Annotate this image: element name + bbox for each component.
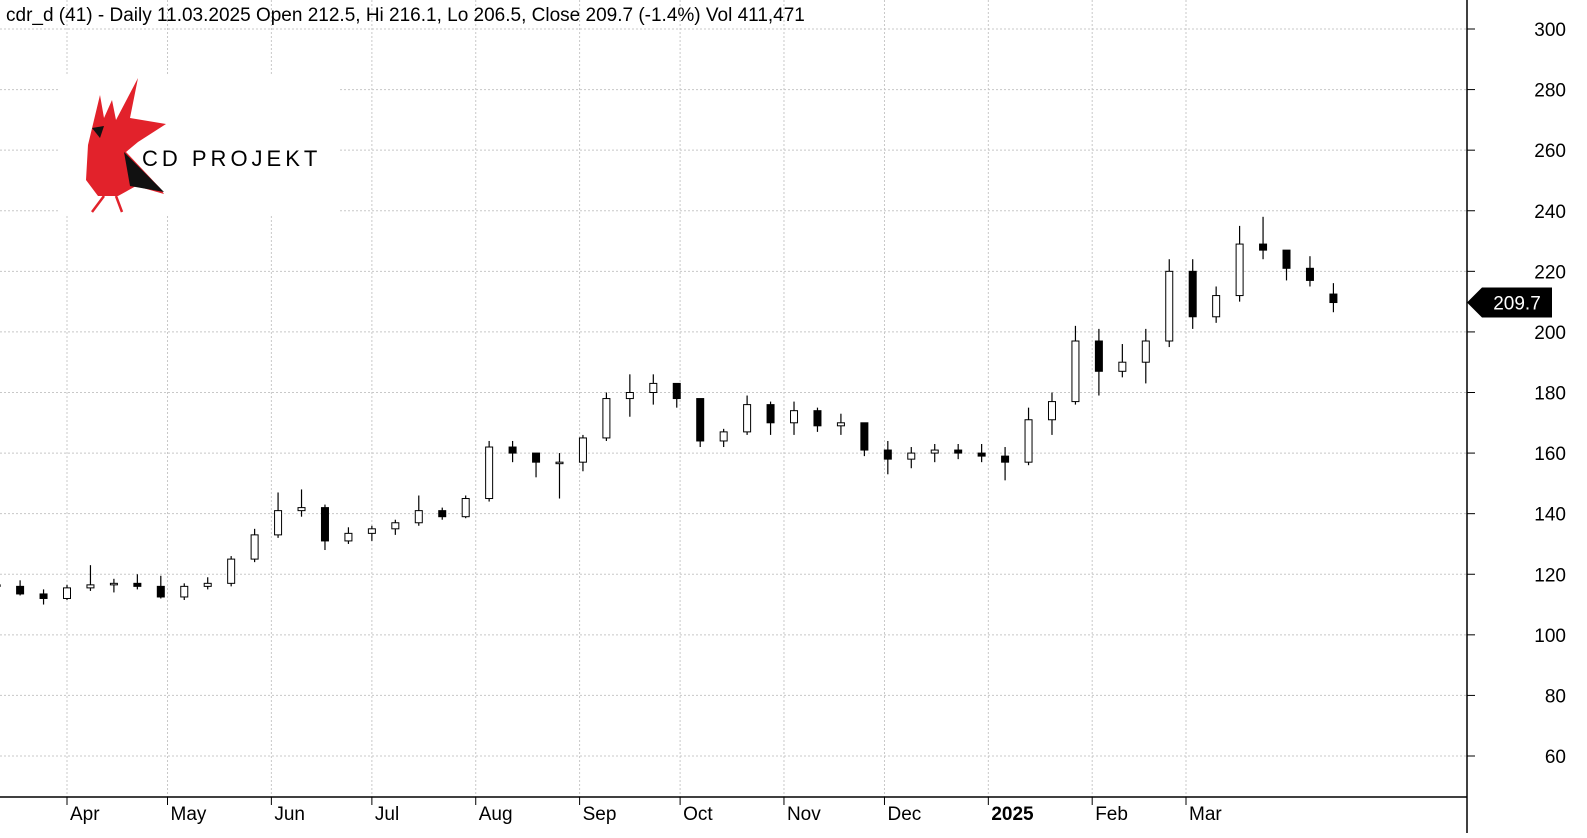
candle bbox=[791, 402, 798, 435]
x-tick-label: Jun bbox=[274, 804, 305, 825]
candle bbox=[767, 402, 774, 435]
candle bbox=[814, 408, 821, 432]
candle bbox=[157, 576, 164, 599]
x-tick-label: Dec bbox=[887, 804, 921, 825]
x-tick-label: May bbox=[171, 804, 207, 825]
y-tick-label: 100 bbox=[1534, 626, 1566, 647]
x-tick-label: Feb bbox=[1095, 804, 1128, 825]
candle bbox=[204, 577, 211, 589]
candle bbox=[415, 495, 422, 525]
candle bbox=[321, 505, 328, 550]
x-tick-label: Aug bbox=[479, 804, 513, 825]
candle bbox=[1002, 447, 1009, 480]
y-tick-label: 140 bbox=[1534, 505, 1566, 526]
candle bbox=[17, 580, 24, 595]
candle bbox=[579, 435, 586, 471]
candle bbox=[298, 489, 305, 516]
candle bbox=[368, 526, 375, 541]
candle bbox=[837, 414, 844, 435]
y-tick-label: 280 bbox=[1534, 81, 1566, 102]
candle bbox=[603, 393, 610, 441]
logo-text: CD PROJEKT bbox=[142, 146, 321, 171]
candle bbox=[439, 508, 446, 520]
candle bbox=[556, 453, 563, 498]
candle bbox=[1142, 329, 1149, 384]
x-tick-label: Jul bbox=[375, 804, 399, 825]
candle bbox=[955, 444, 962, 459]
candle bbox=[251, 529, 258, 562]
x-tick-label: Apr bbox=[70, 804, 100, 825]
candle bbox=[1213, 286, 1220, 322]
y-tick-label: 220 bbox=[1534, 262, 1566, 283]
candle bbox=[1260, 217, 1267, 259]
candle bbox=[40, 589, 47, 604]
y-tick-label: 200 bbox=[1534, 323, 1566, 344]
y-tick-label: 240 bbox=[1534, 202, 1566, 223]
candle bbox=[978, 444, 985, 462]
candle bbox=[134, 574, 141, 589]
y-tick-label: 160 bbox=[1534, 444, 1566, 465]
candle bbox=[1189, 259, 1196, 329]
candle bbox=[1072, 326, 1079, 405]
y-tick-label: 300 bbox=[1534, 20, 1566, 41]
x-tick-label: Mar bbox=[1189, 804, 1222, 825]
candle-layer bbox=[0, 217, 1337, 605]
candle bbox=[392, 520, 399, 535]
candle bbox=[509, 441, 516, 462]
candle bbox=[1330, 283, 1337, 312]
candle bbox=[275, 492, 282, 537]
candle bbox=[1095, 329, 1102, 396]
candle bbox=[533, 453, 540, 477]
y-tick-label: 120 bbox=[1534, 565, 1566, 586]
candle bbox=[110, 579, 117, 593]
y-tick-label: 180 bbox=[1534, 384, 1566, 405]
candle bbox=[1119, 344, 1126, 377]
candle bbox=[228, 556, 235, 586]
x-tick-label: 2025 bbox=[991, 804, 1034, 825]
candle bbox=[87, 565, 94, 591]
candle bbox=[720, 429, 727, 447]
y-tick-label: 80 bbox=[1545, 686, 1566, 707]
last-price-label: 209.7 bbox=[1493, 294, 1541, 315]
candle bbox=[908, 447, 915, 468]
candle bbox=[626, 374, 633, 416]
x-tick-label: Nov bbox=[787, 804, 821, 825]
candle bbox=[931, 444, 938, 462]
candle bbox=[884, 441, 891, 474]
candle bbox=[181, 583, 188, 600]
candle bbox=[1236, 226, 1243, 302]
candle bbox=[1283, 250, 1290, 280]
logo: CD PROJEKT bbox=[60, 75, 340, 215]
candle bbox=[697, 399, 704, 447]
y-tick-label: 260 bbox=[1534, 141, 1566, 162]
candle bbox=[1025, 408, 1032, 466]
candle bbox=[64, 585, 71, 600]
candle bbox=[1048, 393, 1055, 435]
y-tick-label: 60 bbox=[1545, 747, 1566, 768]
x-tick-label: Sep bbox=[583, 804, 617, 825]
candle bbox=[1306, 256, 1313, 286]
candle bbox=[462, 495, 469, 518]
candle bbox=[650, 374, 657, 404]
chart-header: cdr_d (41) - Daily 11.03.2025 Open 212.5… bbox=[6, 5, 805, 26]
candle bbox=[861, 423, 868, 456]
candle bbox=[345, 527, 352, 544]
x-tick-label: Oct bbox=[683, 804, 713, 825]
candle bbox=[744, 396, 751, 435]
candle bbox=[486, 441, 493, 502]
candle bbox=[1166, 259, 1173, 347]
candle bbox=[673, 383, 680, 407]
last-price-tag: 209.7 bbox=[1467, 288, 1552, 318]
